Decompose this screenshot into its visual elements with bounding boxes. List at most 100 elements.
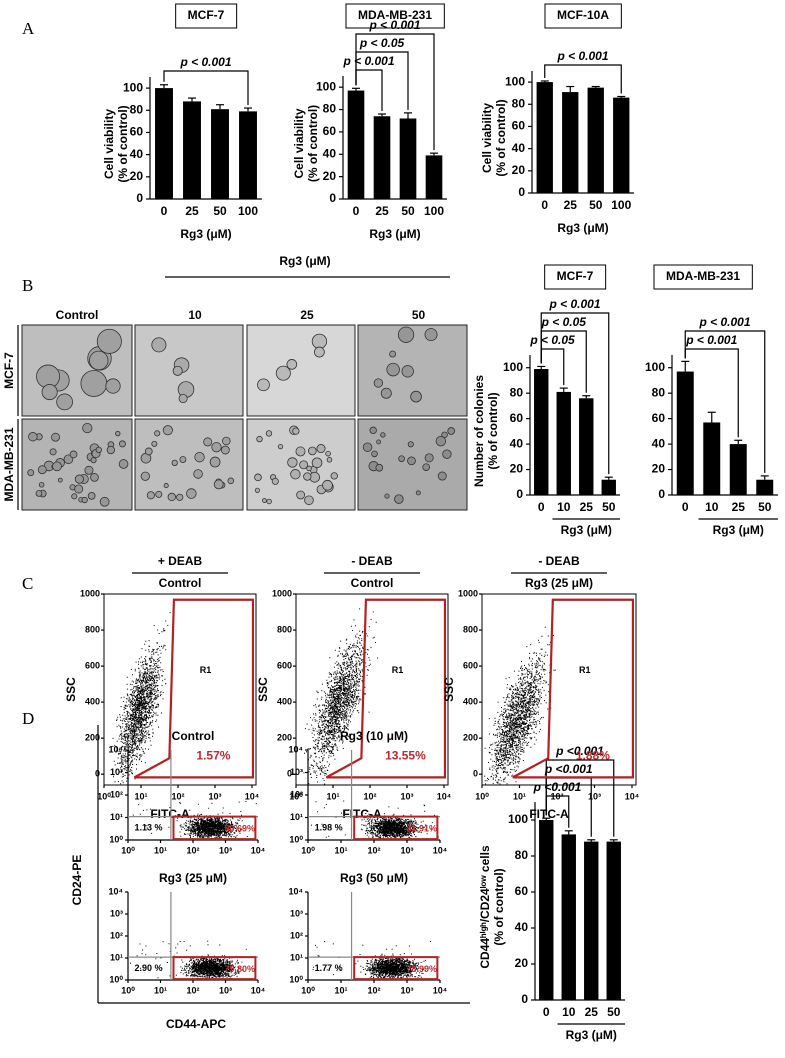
colony xyxy=(308,446,317,456)
colony xyxy=(257,378,270,392)
x-axis-label: FITC-A xyxy=(150,807,190,821)
colony xyxy=(80,370,108,397)
p-value: p < 0.001 xyxy=(368,18,420,32)
bar xyxy=(536,82,553,193)
y-axis-label: Cell viability xyxy=(480,103,494,173)
colony xyxy=(437,471,447,481)
colony xyxy=(362,442,373,452)
bar xyxy=(534,369,549,495)
dot-cloud xyxy=(312,941,438,980)
x-tick-label: 50 xyxy=(213,204,227,218)
x-tick-label: 10³ xyxy=(400,985,413,995)
colony xyxy=(384,493,390,499)
gate-name: R1 xyxy=(579,665,591,675)
colony xyxy=(266,498,272,505)
colony-image xyxy=(246,324,356,417)
condition-label: Control xyxy=(351,576,394,590)
colony xyxy=(401,365,414,378)
gate-percent: 1.57% xyxy=(196,749,230,763)
x-tick-label: 10¹ xyxy=(326,791,339,801)
x-tick-label: 0 xyxy=(543,1005,550,1019)
colony xyxy=(74,484,84,494)
x-tick-label: 10⁴ xyxy=(625,791,639,801)
dot-cloud xyxy=(303,608,379,785)
y-tick-label: 400 xyxy=(277,696,292,706)
x-tick-label: 10⁴ xyxy=(433,845,447,855)
y-tick-label: 80 xyxy=(652,385,666,399)
colony xyxy=(89,350,109,371)
y-tick-label: 60 xyxy=(130,125,144,139)
colony xyxy=(82,422,93,434)
bar xyxy=(425,155,443,199)
colony xyxy=(203,437,213,447)
colony xyxy=(371,450,378,458)
colony xyxy=(118,459,129,469)
gate-percent: 80.69% xyxy=(224,824,255,834)
colony-image xyxy=(134,324,244,417)
x-axis-label: Rg3 (μM) xyxy=(713,523,764,537)
y-axis-label: SSC xyxy=(256,677,270,702)
x-tick-label: 25 xyxy=(185,204,199,218)
y-tick-label: 10² xyxy=(290,930,303,940)
x-tick-label: 10⁴ xyxy=(245,791,259,801)
y-tick-label: 0 xyxy=(136,191,143,205)
bar xyxy=(584,841,599,1000)
colony xyxy=(178,393,188,404)
gate-r1 xyxy=(325,598,447,779)
image-background xyxy=(134,324,244,417)
x-tick-label: 10¹ xyxy=(334,845,347,855)
p-value: p < 0.001 xyxy=(548,297,600,311)
y-tick-label: 100 xyxy=(316,79,336,93)
title-box xyxy=(175,3,238,29)
colony xyxy=(176,493,184,501)
y-tick-label: 60 xyxy=(515,884,529,898)
x-axis-label: FITC-A xyxy=(529,807,569,821)
x-tick-label: 25 xyxy=(580,500,594,514)
x-tick-label: 10⁴ xyxy=(251,985,265,995)
y-tick-label: 0 xyxy=(521,992,528,1006)
colony xyxy=(37,465,47,475)
y-tick-label: 60 xyxy=(512,119,526,133)
y-tick-label: 100 xyxy=(505,74,525,88)
y-axis-label: CD24-PE xyxy=(70,855,84,906)
gate-percent: 79.80% xyxy=(224,964,255,974)
colony-image xyxy=(357,418,468,511)
condition-header: - DEAB xyxy=(351,554,393,568)
x-axis-label: Rg3 (μM) xyxy=(180,227,231,241)
colony xyxy=(325,450,331,457)
x-tick-label: 10³ xyxy=(208,791,221,801)
colony xyxy=(193,469,203,479)
p-value: p < 0.001 xyxy=(179,55,231,69)
y-tick-label: 20 xyxy=(510,462,524,476)
colony xyxy=(151,337,167,353)
bar xyxy=(155,88,173,199)
colony xyxy=(194,451,205,463)
x-tick-label: 50 xyxy=(602,500,616,514)
colony-image xyxy=(21,324,133,417)
x-tick-label: 0 xyxy=(161,204,168,218)
row-label: MCF-7 xyxy=(2,352,16,389)
colony xyxy=(277,443,284,450)
y-axis-label: Number of colonies xyxy=(472,375,486,487)
chart-title: MCF-7 xyxy=(188,8,225,22)
colony xyxy=(213,479,224,490)
colony xyxy=(95,446,102,454)
colony xyxy=(172,365,183,376)
gate xyxy=(172,956,257,981)
x-tick-label: 10¹ xyxy=(513,791,526,801)
gate-percent: 81.91% xyxy=(406,824,437,834)
colony xyxy=(211,442,222,453)
colony xyxy=(63,454,74,465)
x-tick-label: 10³ xyxy=(588,791,601,801)
x-tick-label: 10 xyxy=(705,500,719,514)
y-tick-label: 0 xyxy=(516,487,523,501)
colony xyxy=(49,448,57,456)
x-tick-label: 0 xyxy=(538,500,545,514)
colony xyxy=(304,495,314,506)
colony-image xyxy=(21,418,133,511)
y-tick-label: 10² xyxy=(290,789,303,799)
y-tick-label: 20 xyxy=(652,462,666,476)
bar xyxy=(676,371,694,495)
colony xyxy=(424,328,438,342)
